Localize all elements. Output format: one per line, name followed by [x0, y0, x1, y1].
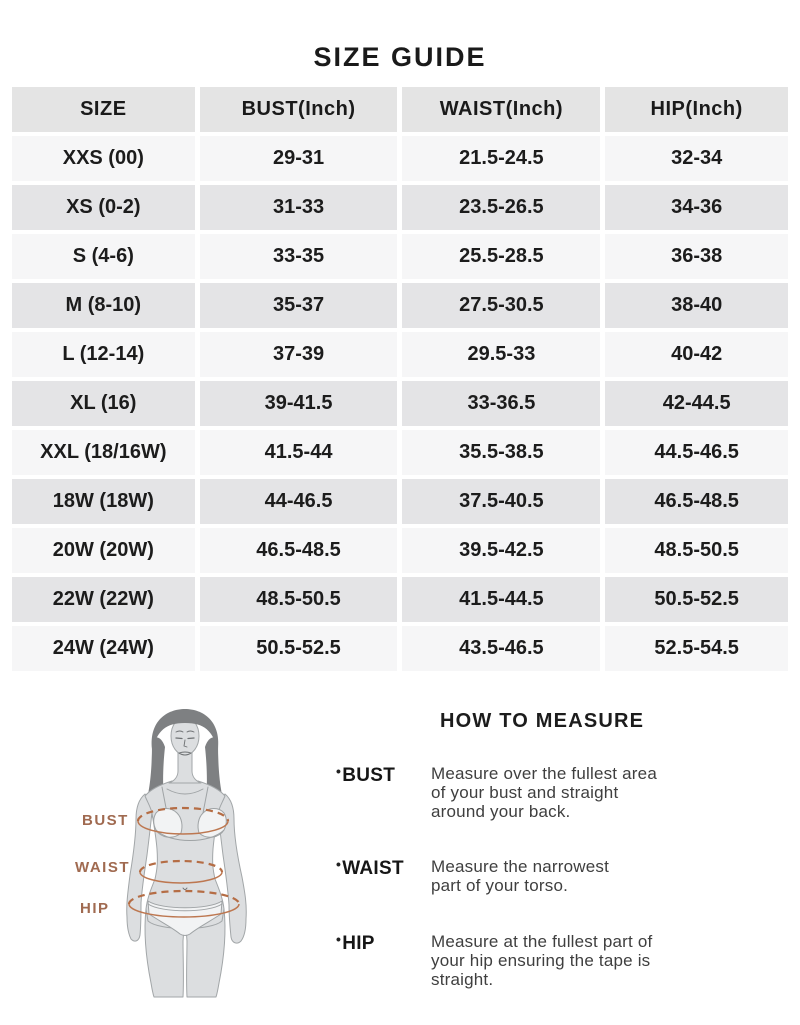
- cell: 41.5-44.5: [402, 577, 601, 622]
- hip-tape-line: [127, 889, 241, 918]
- cell: 46.5-48.5: [605, 479, 788, 524]
- cell: 35-37: [199, 283, 398, 328]
- figure-bust-label: BUST: [82, 812, 129, 829]
- table-row: S (4-6) 33-35 25.5-28.5 36-38: [12, 234, 788, 279]
- header-cell-size: SIZE: [12, 87, 195, 132]
- cell: 43.5-46.5: [402, 626, 601, 671]
- measure-item-desc-bust: Measure over the fullest area of your bu…: [431, 764, 657, 821]
- measure-item-desc-waist: Measure the narrowest part of your torso…: [431, 857, 610, 895]
- how-to-measure-section: BUST WAIST HIP HOW TO MEASURE •BUST Meas…: [0, 681, 800, 1024]
- header-cell-bust: BUST(Inch): [199, 87, 398, 132]
- table-row: 18W (18W) 44-46.5 37.5-40.5 46.5-48.5: [12, 479, 788, 524]
- how-to-measure-heading: HOW TO MEASURE: [440, 710, 645, 732]
- cell: 38-40: [605, 283, 788, 328]
- figure-hip-label: HIP: [80, 900, 110, 917]
- cell: 37-39: [199, 332, 398, 377]
- bullet-dot: •: [336, 763, 342, 779]
- bullet-dot: •: [336, 931, 342, 947]
- cell: M (8-10): [12, 283, 195, 328]
- cell: 25.5-28.5: [402, 234, 601, 279]
- page-title: SIZE GUIDE: [313, 42, 487, 72]
- figure-waist-label: WAIST: [75, 859, 130, 876]
- cell: 36-38: [605, 234, 788, 279]
- table-row: XXL (18/16W) 41.5-44 35.5-38.5 44.5-46.5: [12, 430, 788, 475]
- cell: 42-44.5: [605, 381, 788, 426]
- cell: 50.5-52.5: [199, 626, 398, 671]
- cell: 27.5-30.5: [402, 283, 601, 328]
- table-row: XXS (00) 29-31 21.5-24.5 32-34: [12, 136, 788, 181]
- cell: 44.5-46.5: [605, 430, 788, 475]
- cell: 37.5-40.5: [402, 479, 601, 524]
- measurement-figure: [126, 709, 247, 998]
- cell: 52.5-54.5: [605, 626, 788, 671]
- cell: 32-34: [605, 136, 788, 181]
- cell: 40-42: [605, 332, 788, 377]
- cell: 33-36.5: [402, 381, 601, 426]
- bust-tape-line: [136, 806, 230, 835]
- cell: 23.5-26.5: [402, 185, 601, 230]
- bra-icon: [153, 786, 227, 841]
- measure-item-desc-hip: Measure at the fullest part of your hip …: [431, 932, 653, 989]
- cell: 39-41.5: [199, 381, 398, 426]
- cell: 39.5-42.5: [402, 528, 601, 573]
- header-cell-waist: WAIST(Inch): [402, 87, 601, 132]
- cell: 35.5-38.5: [402, 430, 601, 475]
- bullet-dot: •: [336, 856, 342, 872]
- measure-item-label-bust: •BUST: [336, 763, 395, 787]
- figure-legs: [144, 908, 226, 998]
- table-row: 20W (20W) 46.5-48.5 39.5-42.5 48.5-50.5: [12, 528, 788, 573]
- header-row: SIZE BUST(Inch) WAIST(Inch) HIP(Inch): [12, 87, 788, 132]
- collarbone-line: [166, 788, 204, 795]
- figure-neck: [168, 752, 202, 784]
- cell: 50.5-52.5: [605, 577, 788, 622]
- table-row: XS (0-2) 31-33 23.5-26.5 34-36: [12, 185, 788, 230]
- measure-item-label-hip: •HIP: [336, 931, 375, 955]
- cell: S (4-6): [12, 234, 195, 279]
- size-table: SIZE BUST(Inch) WAIST(Inch) HIP(Inch) XX…: [7, 83, 793, 675]
- cell: 34-36: [605, 185, 788, 230]
- hair-cap: [151, 709, 219, 749]
- table-row: 22W (22W) 48.5-50.5 41.5-44.5 50.5-52.5: [12, 577, 788, 622]
- waist-tape-line: [138, 859, 224, 884]
- cell: 24W (24W): [12, 626, 195, 671]
- cell: 46.5-48.5: [199, 528, 398, 573]
- navel-line: [182, 887, 188, 890]
- header-cell-hip: HIP(Inch): [605, 87, 788, 132]
- table-row: 24W (24W) 50.5-52.5 43.5-46.5 52.5-54.5: [12, 626, 788, 671]
- measure-item-label-waist: •WAIST: [336, 856, 404, 880]
- cell: XXL (18/16W): [12, 430, 195, 475]
- cell: 22W (22W): [12, 577, 195, 622]
- cell: XXS (00): [12, 136, 195, 181]
- cell: XS (0-2): [12, 185, 195, 230]
- cell: 48.5-50.5: [199, 577, 398, 622]
- table-row: XL (16) 39-41.5 33-36.5 42-44.5: [12, 381, 788, 426]
- cell: 48.5-50.5: [605, 528, 788, 573]
- table-row: M (8-10) 35-37 27.5-30.5 38-40: [12, 283, 788, 328]
- panties-icon: [147, 900, 223, 936]
- cell: 41.5-44: [199, 430, 398, 475]
- cell: 31-33: [199, 185, 398, 230]
- cell: 18W (18W): [12, 479, 195, 524]
- face-features: [175, 730, 195, 756]
- cell: 29-31: [199, 136, 398, 181]
- cell: 20W (20W): [12, 528, 195, 573]
- cell: 21.5-24.5: [402, 136, 601, 181]
- cell: 29.5-33: [402, 332, 601, 377]
- table-row: L (12-14) 37-39 29.5-33 40-42: [12, 332, 788, 377]
- cell: XL (16): [12, 381, 195, 426]
- cell: L (12-14): [12, 332, 195, 377]
- cell: 33-35: [199, 234, 398, 279]
- cell: 44-46.5: [199, 479, 398, 524]
